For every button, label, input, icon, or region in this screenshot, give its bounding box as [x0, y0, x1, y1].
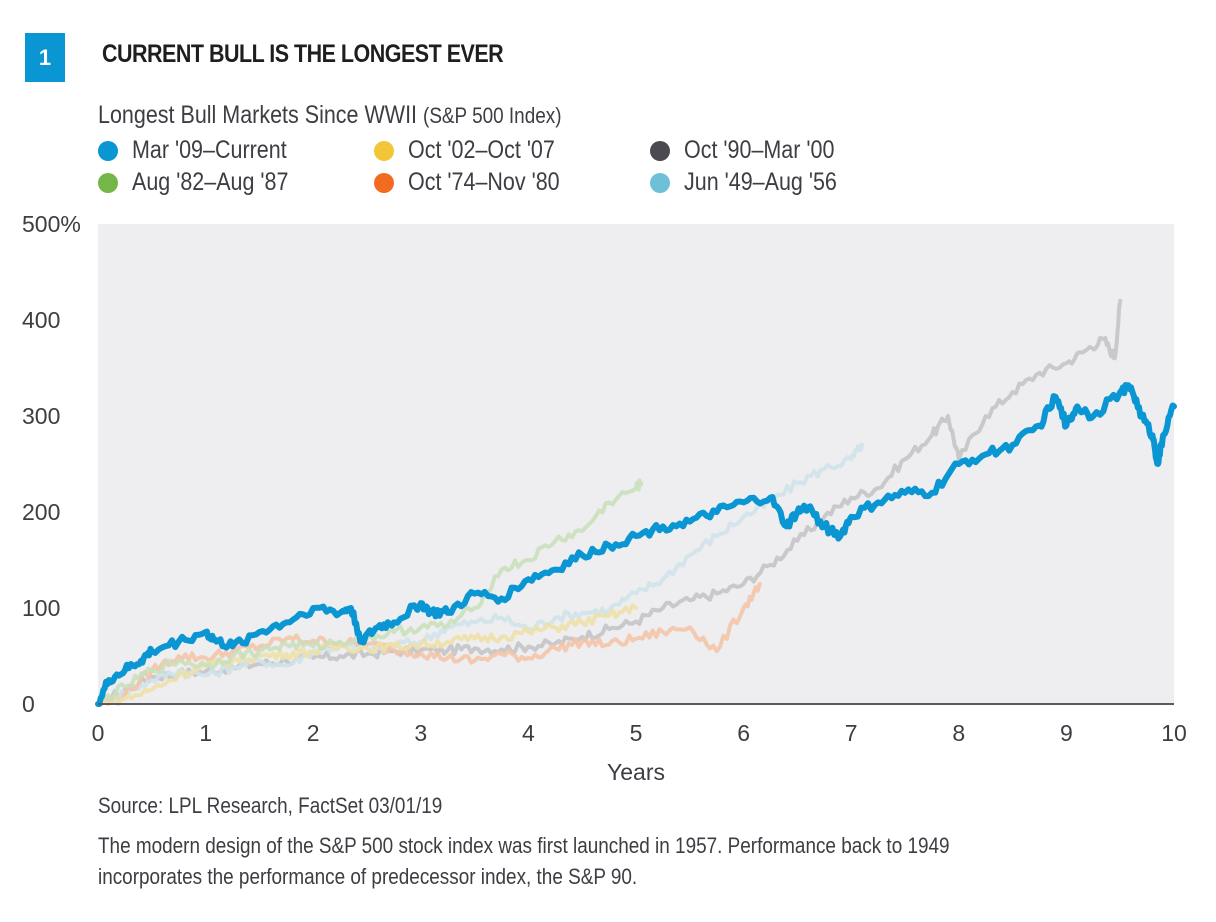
footnote: The modern design of the S&P 500 stock i… [98, 830, 1070, 892]
y-tick-label: 200 [22, 499, 60, 525]
x-tick-label: 4 [522, 720, 535, 746]
legend-swatch [374, 140, 394, 161]
legend-item: Mar '09–Current [98, 136, 312, 165]
legend-swatch [98, 172, 118, 193]
series-line-mar-09-current [95, 382, 1177, 707]
source-text: Source: LPL Research, FactSet 03/01/19 [98, 793, 443, 818]
chart-subtitle: Longest Bull Markets Since WWII (S&P 500… [98, 101, 561, 130]
badge-number: 1 [38, 44, 52, 70]
x-tick-label: 3 [414, 720, 427, 746]
x-tick-label: 2 [307, 720, 320, 746]
legend-item: Oct '90–Mar '00 [650, 136, 859, 165]
legend-label: Oct '74–Nov '80 [408, 168, 560, 196]
x-tick-label: 5 [630, 720, 643, 746]
y-axis-ticks: 0 100 200 300 400 500% [22, 211, 81, 717]
x-axis-ticks: 0 1 2 3 4 5 6 7 8 9 10 [92, 720, 1187, 746]
chart-number-badge: 1 [25, 33, 65, 82]
series-line-oct-90-mar-00 [96, 298, 1123, 706]
series-line-jun-49-aug-56 [96, 442, 864, 706]
legend-label: Aug '82–Aug '87 [132, 168, 289, 196]
legend-label: Oct '02–Oct '07 [408, 136, 555, 164]
y-tick-label: 100 [22, 595, 60, 621]
legend-item: Aug '82–Aug '87 [98, 168, 314, 197]
legend-label: Oct '90–Mar '00 [684, 136, 835, 164]
legend-swatch [374, 172, 394, 193]
legend-label: Jun '49–Aug '56 [684, 168, 837, 196]
legend-label: Mar '09–Current [132, 136, 287, 164]
footnote-line-2: incorporates the performance of predeces… [98, 864, 638, 889]
chart-title: CURRENT BULL IS THE LONGEST EVER [102, 40, 504, 68]
x-tick-label: 0 [92, 720, 105, 746]
subtitle-main: Longest Bull Markets Since WWII [98, 101, 418, 129]
series-line-oct-02-oct-07 [96, 603, 638, 706]
x-tick-label: 1 [199, 720, 212, 746]
x-tick-label: 7 [845, 720, 858, 746]
series-layer [95, 298, 1177, 707]
y-tick-label: 0 [22, 691, 35, 717]
subtitle-suffix: (S&P 500 Index) [423, 103, 562, 128]
x-tick-label: 6 [737, 720, 750, 746]
legend-swatch [98, 140, 118, 161]
x-axis-label: Years [607, 759, 665, 785]
x-tick-label: 9 [1060, 720, 1073, 746]
y-tick-label: 400 [22, 307, 60, 333]
legend-swatch [650, 140, 670, 161]
x-tick-label: 10 [1161, 720, 1187, 746]
series-line-aug-82-aug-87 [96, 478, 644, 706]
y-tick-label: 300 [22, 403, 60, 429]
legend-item: Jun '49–Aug '56 [650, 168, 862, 197]
legend-swatch [650, 172, 670, 193]
y-tick-label: 500% [22, 211, 81, 237]
footnote-line-1: The modern design of the S&P 500 stock i… [98, 833, 950, 858]
x-tick-label: 8 [952, 720, 965, 746]
legend-item: Oct '02–Oct '07 [374, 136, 579, 165]
series-line-oct-74-nov-80 [96, 582, 762, 706]
legend-item: Oct '74–Nov '80 [374, 168, 584, 197]
